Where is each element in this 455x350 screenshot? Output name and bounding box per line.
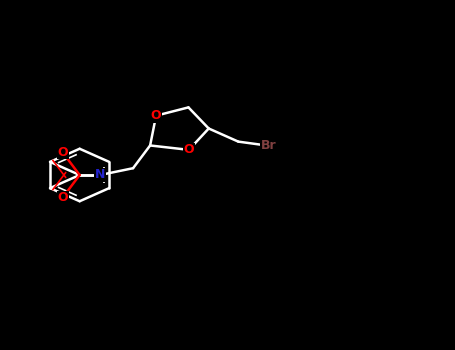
Text: Br: Br	[261, 139, 276, 152]
Text: O: O	[57, 146, 68, 159]
Text: N: N	[95, 168, 105, 182]
Text: O: O	[151, 109, 162, 122]
Text: O: O	[183, 144, 194, 156]
Text: O: O	[57, 191, 68, 204]
